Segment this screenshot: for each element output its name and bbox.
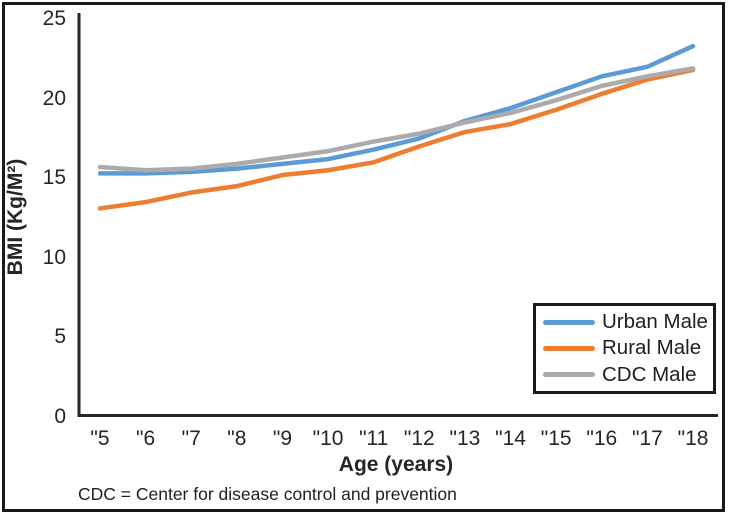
y-tick-label: 20: [42, 86, 66, 110]
x-tick-label: "14: [495, 427, 526, 450]
legend-item-cdc-male: CDC Male: [536, 363, 713, 387]
x-tick-label: "10: [312, 427, 344, 450]
x-tick-label: "11: [359, 427, 389, 450]
legend-line-swatch: [543, 319, 595, 325]
series-line-urban-male: [97, 43, 696, 176]
x-tick-label: "5: [90, 427, 110, 450]
x-tick-label: "17: [632, 427, 663, 450]
x-tick-label: "13: [449, 427, 481, 450]
y-tick-label: 15: [42, 166, 66, 190]
x-tick-label: "16: [586, 427, 618, 450]
x-tick-label: "9: [272, 427, 293, 450]
legend-line-swatch: [543, 345, 595, 351]
x-tick-label: "12: [403, 427, 435, 450]
y-axis-title: BMI (Kg/M²): [4, 158, 27, 276]
x-tick-label: "8: [227, 427, 247, 450]
x-tick-label: "18: [677, 427, 709, 450]
legend-item-urban-male: Urban Male: [536, 310, 713, 334]
x-axis-title: Age (years): [338, 453, 454, 476]
y-tick-label: 0: [54, 405, 66, 428]
legend: Urban Male Rural Male CDC Male: [533, 303, 716, 394]
x-tick-label: "15: [540, 427, 572, 450]
legend-label: Urban Male: [602, 310, 708, 334]
legend-label: Rural Male: [602, 336, 702, 360]
legend-label: CDC Male: [602, 362, 697, 386]
y-tick-label: 25: [42, 7, 66, 30]
x-tick-label: "7: [181, 427, 201, 450]
figure-footnote: CDC = Center for disease control and pre…: [78, 484, 457, 504]
series-line-cdc-male: [97, 66, 696, 173]
y-tick-label: 10: [42, 245, 66, 269]
legend-item-rural-male: Rural Male: [536, 336, 713, 360]
series-line-rural-male: [97, 67, 696, 211]
legend-line-swatch: [543, 372, 595, 378]
y-tick-label: 5: [54, 325, 66, 349]
x-tick-label: "6: [136, 427, 156, 450]
